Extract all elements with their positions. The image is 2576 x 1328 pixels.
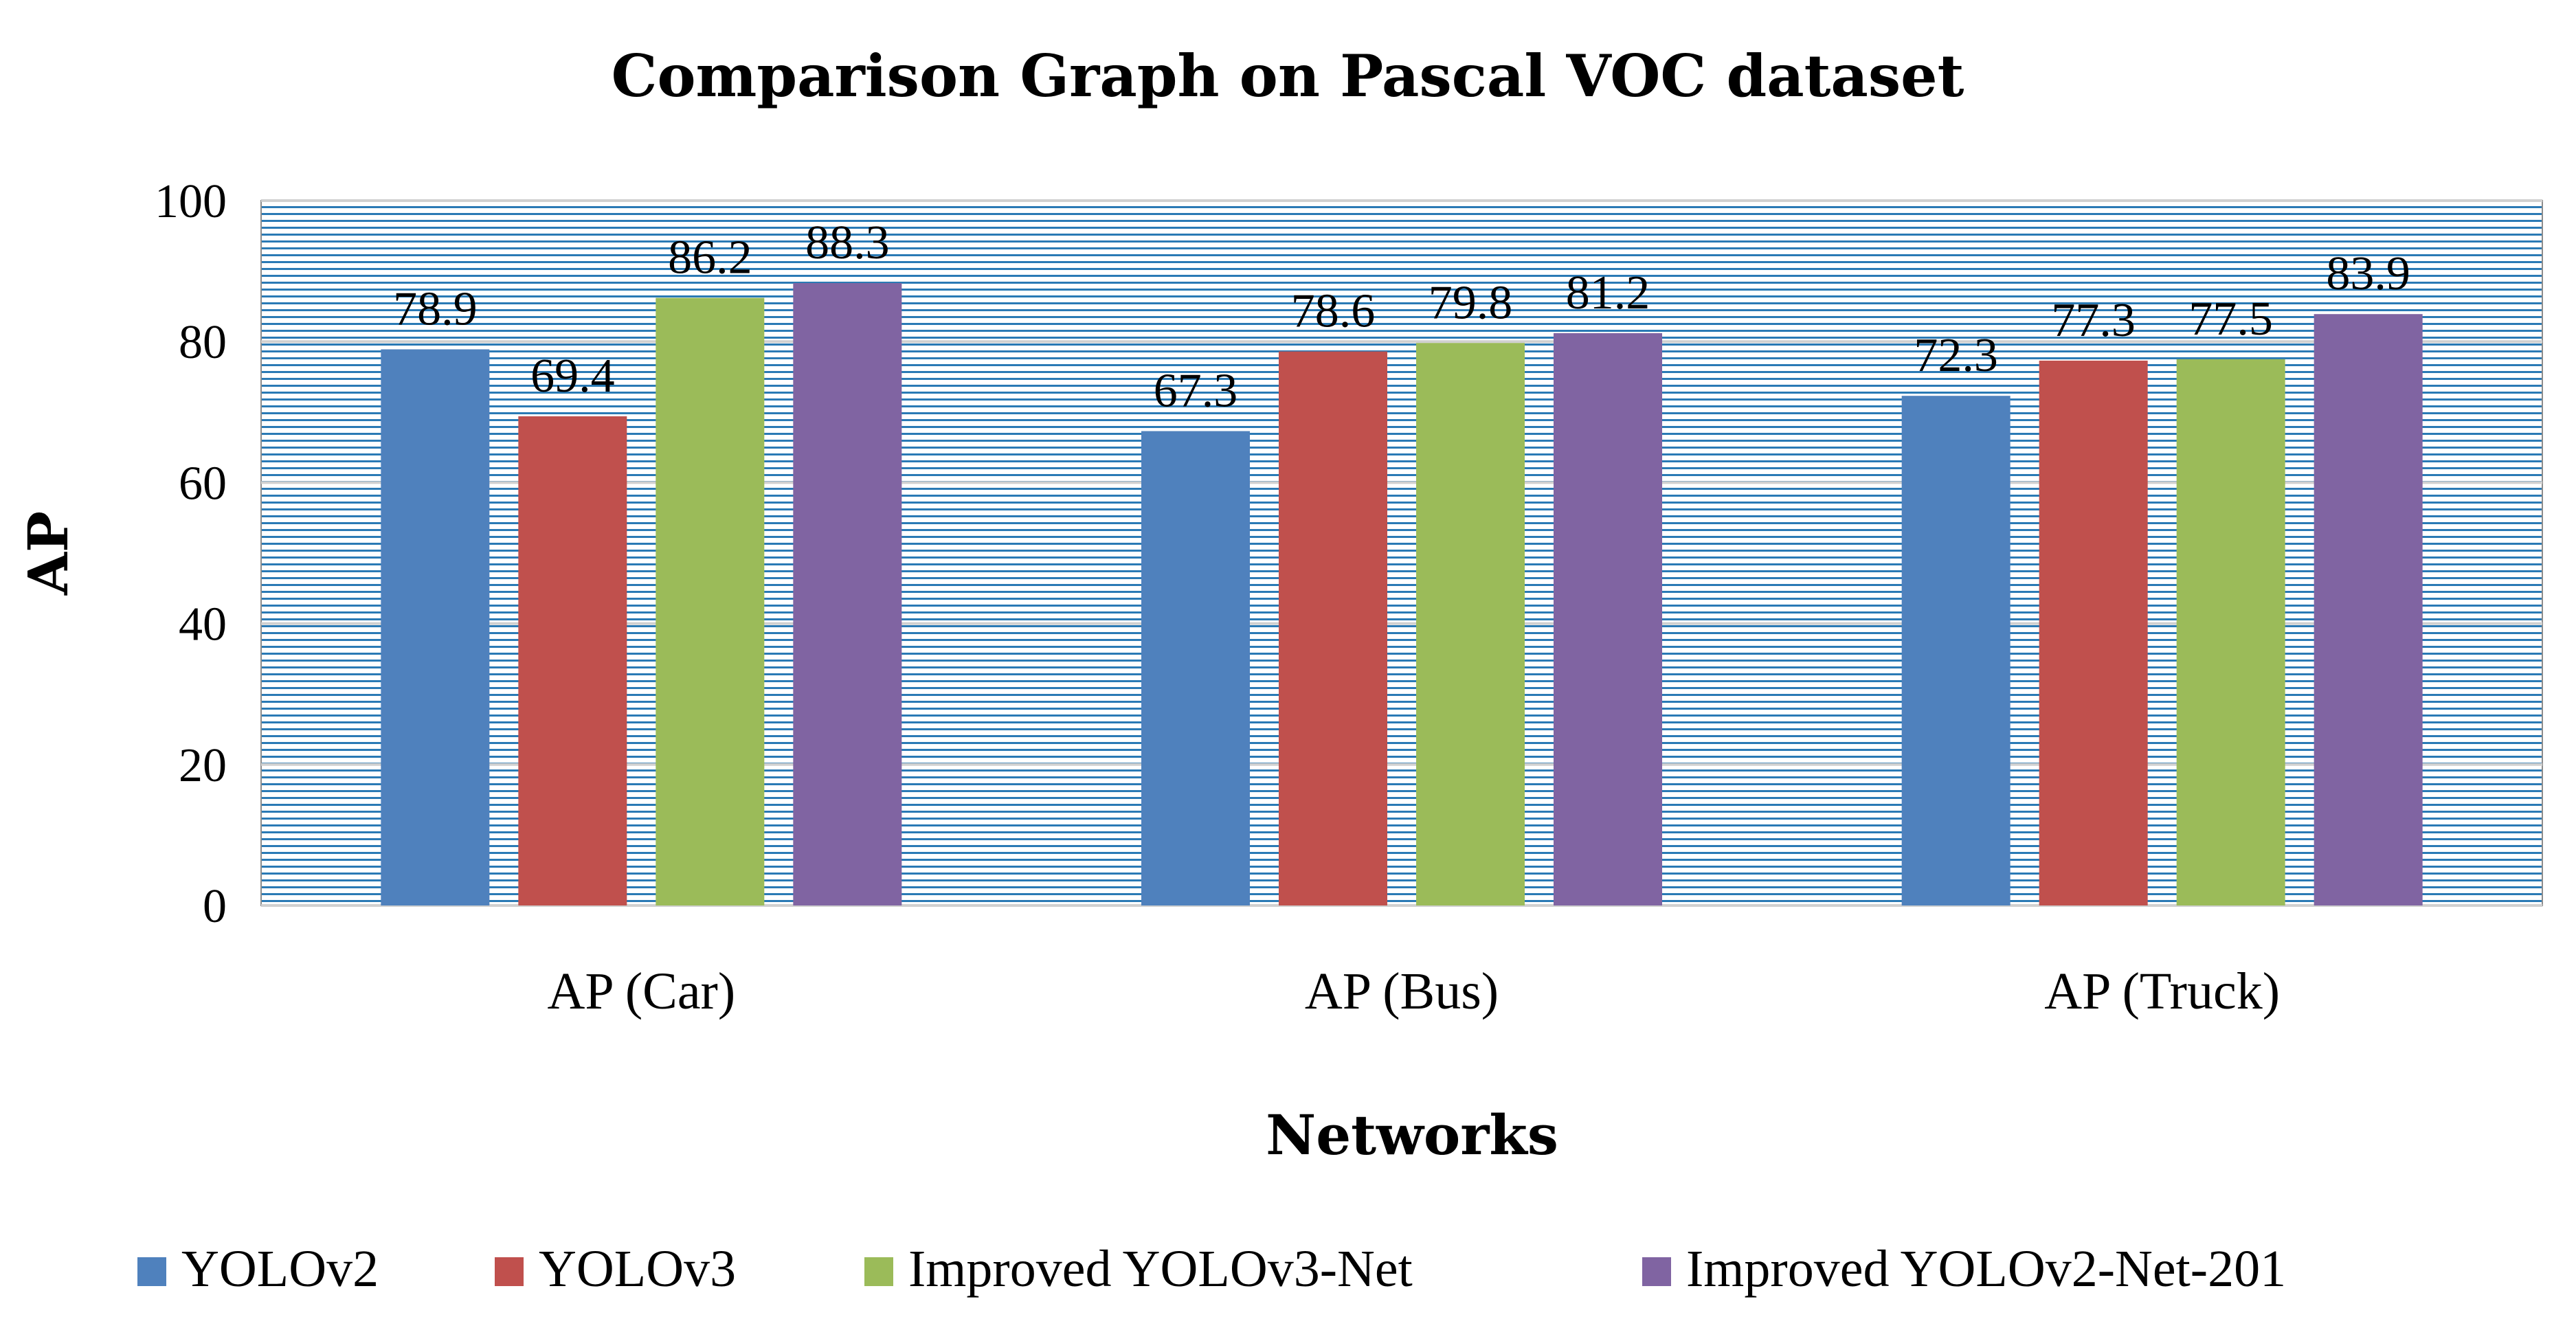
- data-label: 77.3: [2051, 294, 2136, 347]
- bar-improved-yolov2-net-201-2: [2314, 314, 2423, 905]
- y-tick-label: 40: [179, 598, 227, 651]
- x-axis-categories: AP (Car) AP (Bus) AP (Truck): [547, 963, 2280, 1020]
- x-category-label: AP (Bus): [1305, 963, 1499, 1020]
- chart-title: Comparison Graph on Pascal VOC dataset: [612, 42, 1964, 110]
- y-axis-ticks: 0 20 40 60 80 100: [155, 175, 227, 933]
- legend-swatch: [1642, 1257, 1671, 1286]
- gridlines: [261, 199, 2542, 907]
- bars: [381, 283, 2423, 906]
- legend-swatch: [864, 1257, 893, 1286]
- bar-yolov3-0: [518, 416, 627, 905]
- bar-yolov2-2: [1901, 396, 2011, 905]
- legend: YOLOv2 YOLOv3 Improved YOLOv3-Net Improved …: [137, 1240, 2286, 1298]
- data-label: 88.3: [805, 216, 890, 269]
- legend-label: Improved YOLOv3-Net: [908, 1240, 1413, 1298]
- x-axis-title: Networks: [1266, 1103, 1558, 1167]
- bar-improved-yolov3-net-2: [2176, 359, 2285, 905]
- y-axis-title: AP: [16, 511, 80, 596]
- data-label: 78.9: [393, 282, 478, 335]
- bar-yolov3-2: [2039, 360, 2148, 905]
- bar-yolov3-1: [1279, 351, 1387, 906]
- y-tick-label: 60: [179, 457, 227, 510]
- bar-yolov2-0: [381, 349, 490, 906]
- y-tick-label: 0: [203, 880, 227, 933]
- bar-improved-yolov3-net-1: [1416, 343, 1525, 905]
- bar-improved-yolov3-net-0: [656, 297, 765, 905]
- y-tick-label: 100: [155, 175, 227, 228]
- legend-label: Improved YOLOv2-Net-201: [1686, 1240, 2286, 1298]
- data-label: 67.3: [1154, 365, 1238, 418]
- data-label: 72.3: [1914, 329, 1998, 382]
- data-label: 78.6: [1291, 285, 1376, 338]
- legend-label: YOLOv2: [181, 1240, 379, 1298]
- legend-swatch: [137, 1257, 166, 1286]
- bar-yolov2-1: [1141, 431, 1250, 905]
- data-label: 77.5: [2188, 293, 2273, 346]
- x-category-label: AP (Car): [547, 963, 735, 1020]
- data-label: 86.2: [668, 232, 752, 284]
- data-label: 69.4: [530, 350, 615, 403]
- legend-label: YOLOv3: [539, 1240, 736, 1298]
- legend-swatch: [495, 1257, 524, 1286]
- data-label: 83.9: [2326, 247, 2410, 300]
- data-label: 79.8: [1429, 276, 1513, 329]
- plot-area: [260, 200, 2543, 906]
- x-category-label: AP (Truck): [2044, 963, 2280, 1020]
- y-tick-label: 20: [179, 739, 227, 792]
- y-tick-label: 80: [179, 316, 227, 369]
- data-label: 81.2: [1566, 267, 1650, 319]
- bar-improved-yolov2-net-201-0: [793, 283, 902, 905]
- data-labels: 78.9 69.4 86.2 88.3 67.3 78.6 79.8 81.2 72.3 77.3…: [393, 216, 2410, 417]
- bar-improved-yolov2-net-201-1: [1554, 333, 1662, 905]
